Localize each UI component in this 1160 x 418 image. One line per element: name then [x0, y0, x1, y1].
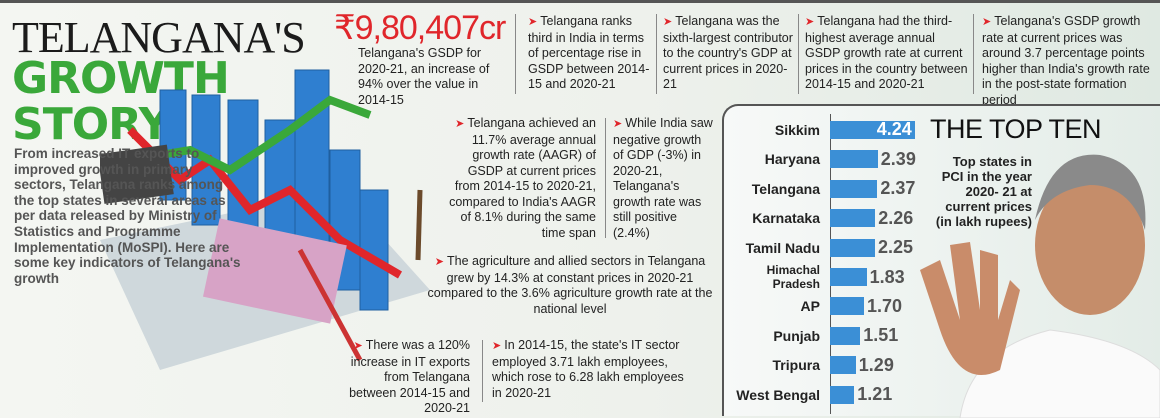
fact-text: Telangana achieved an 11.7% average annu…	[449, 116, 596, 240]
bar-value: 4.24	[876, 119, 912, 139]
chart-title: THE TOP TEN	[930, 114, 1102, 144]
chart-subtitle: Top states in PCI in the year 2020- 21 a…	[935, 154, 1032, 229]
bar-row: West Bengal 1.21	[724, 384, 893, 405]
fact-4: ➤ Telangana's GSDP growth rate at curren…	[982, 14, 1158, 108]
bar	[830, 385, 855, 404]
fact-3: ➤ Telangana had the third-highest averag…	[805, 14, 970, 93]
fact-8: ➤ There was a 120% increase in IT export…	[340, 338, 470, 417]
bar-label: West Bengal	[736, 386, 820, 403]
title-line-2: GROWTH	[12, 53, 230, 104]
fact-text: Telangana's GSDP growth rate at current …	[982, 14, 1150, 107]
gsdp-value: ₹9,80,407cr	[334, 9, 506, 47]
bar-label: AP	[800, 298, 820, 315]
bar-value: 2.26	[878, 207, 914, 228]
bar-value: 1.70	[867, 295, 903, 316]
divider	[482, 340, 483, 402]
chart-axis	[830, 114, 831, 414]
bar-label: Karnataka	[752, 210, 820, 227]
arrow-icon: ➤	[353, 340, 366, 352]
arrow-icon: ➤	[663, 16, 676, 28]
fact-text: The agriculture and allied sectors in Te…	[427, 254, 713, 316]
arrow-icon: ➤	[805, 16, 818, 28]
bar	[830, 150, 878, 169]
bar-row: Tripura 1.29	[724, 355, 894, 375]
bar	[830, 326, 861, 345]
bar-label: Telangana	[751, 180, 820, 197]
fact-text: Telangana had the third-highest average …	[805, 14, 968, 91]
arrow-icon: ➤	[492, 340, 505, 352]
fact-7: ➤ The agriculture and allied sectors in …	[422, 254, 718, 317]
bar-label: Haryana	[764, 151, 820, 168]
bar-label: Sikkim	[774, 122, 820, 138]
arrow-icon: ➤	[528, 16, 541, 28]
bar-row: Telangana 2.37	[724, 178, 916, 199]
fact-6: ➤ While India saw negative growth of GDP…	[613, 116, 713, 241]
bar-label: Tamil Nadu	[745, 239, 820, 256]
bar-row: Himachal Pradesh 1.83	[724, 263, 905, 291]
gsdp-caption: Telangana's GSDP for 2020-21, an increas…	[358, 46, 490, 107]
fact-1: ➤ Telangana ranks third in India in term…	[528, 14, 650, 93]
bar-row: Haryana 2.39	[724, 149, 916, 169]
title-line-1: TELANGANA'S	[12, 13, 306, 62]
bar-value: 1.83	[869, 266, 905, 287]
fact-5: ➤ Telangana achieved an 11.7% average an…	[440, 116, 596, 241]
bar	[830, 179, 878, 198]
bar-row: Punjab 1.51	[724, 325, 899, 346]
bar	[830, 209, 876, 228]
fact-text: While India saw negative growth of GDP (…	[613, 116, 713, 240]
bar	[830, 356, 856, 375]
bar	[830, 268, 867, 286]
divider	[605, 118, 606, 238]
bar-row: Sikkim 4.24	[724, 119, 915, 140]
fact-2: ➤ Telangana was the sixth-largest contri…	[663, 14, 793, 93]
bar-row: Karnataka 2.26	[724, 208, 913, 228]
growth-chart-illustration	[100, 69, 430, 370]
bar-row: Tamil Nadu 2.25	[724, 237, 914, 258]
bar-row: AP 1.70	[724, 295, 903, 316]
bar-value: 1.21	[857, 384, 893, 405]
fact-text: In 2014-15, the state's IT sector employ…	[492, 338, 684, 400]
bar-value: 1.51	[863, 325, 899, 346]
minister-photo	[920, 154, 1160, 418]
fact-9: ➤ In 2014-15, the state's IT sector empl…	[492, 338, 692, 401]
fact-text: Telangana was the sixth-largest contribu…	[663, 14, 793, 91]
bar-value: 2.39	[880, 148, 916, 169]
arrow-icon: ➤	[982, 16, 995, 28]
bar-label: Tripura	[772, 357, 820, 374]
fact-text: There was a 120% increase in IT exports …	[349, 338, 470, 415]
bar-label: Himachal Pradesh	[766, 263, 820, 291]
arrow-icon: ➤	[434, 256, 447, 268]
divider	[798, 14, 799, 94]
intro-text: From increased IT exports to improved gr…	[14, 146, 241, 286]
bar-value: 1.29	[858, 354, 894, 375]
arrow-icon: ➤	[613, 118, 626, 130]
bar	[830, 238, 875, 257]
bar-value: 2.25	[878, 237, 914, 258]
bar: 4.24	[830, 119, 915, 139]
bar-label: Punjab	[773, 327, 820, 344]
bar	[830, 297, 864, 316]
top-rule	[0, 0, 1160, 3]
bar-value: 2.37	[880, 178, 916, 199]
divider	[515, 14, 516, 94]
divider	[656, 14, 657, 94]
divider	[973, 14, 974, 94]
arrow-icon: ➤	[455, 118, 468, 130]
fact-text: Telangana ranks third in India in terms …	[528, 14, 650, 91]
